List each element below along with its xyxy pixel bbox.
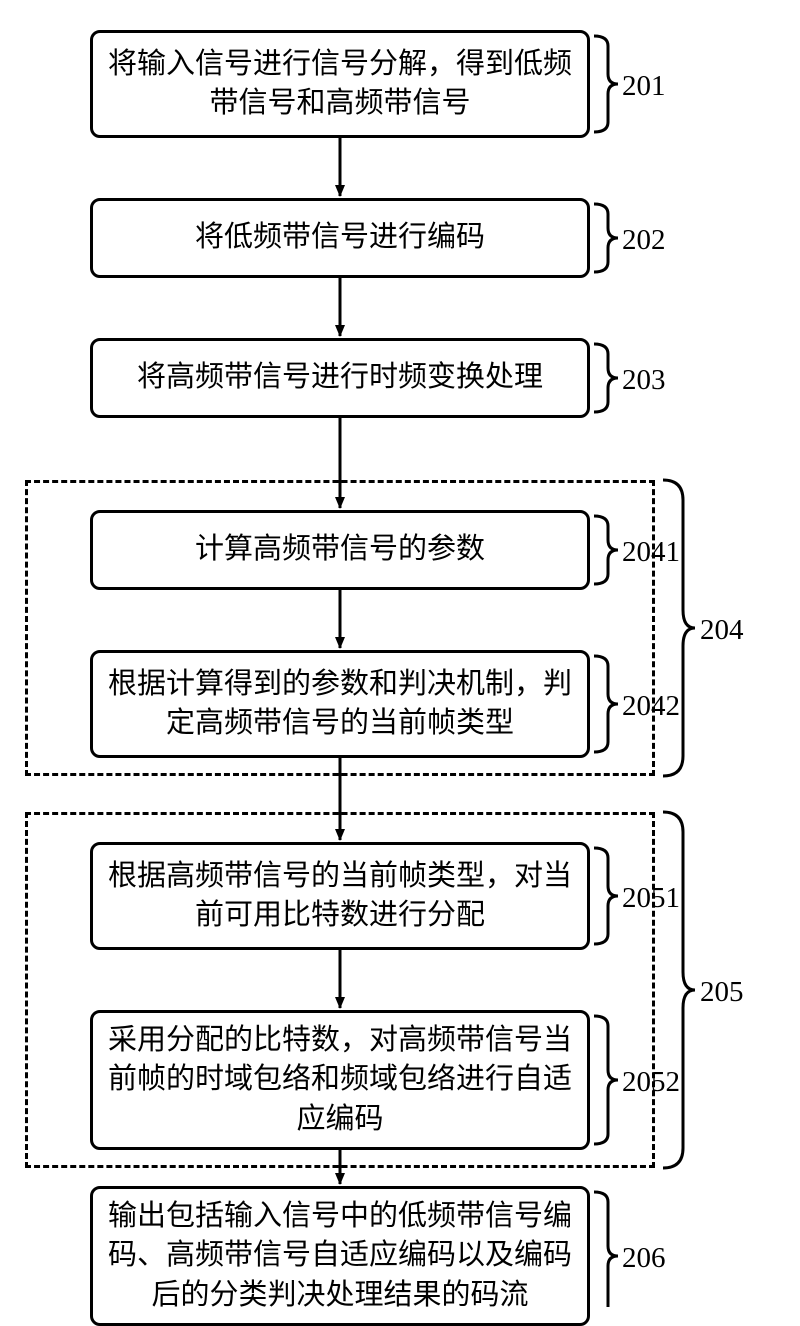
group-label-g204: 204 xyxy=(700,614,744,647)
node-brace-n202 xyxy=(594,204,618,272)
node-label-n203: 203 xyxy=(622,364,666,397)
flowchart-canvas: 204 205 将输入信号进行信号分解，得到低频带信号和高频带信号 201 将低频带信号… xyxy=(0,0,800,1307)
flowchart-node-n2051: 根据高频带信号的当前帧类型，对当前可用比特数进行分配 xyxy=(90,842,590,950)
node-label-n2052: 2052 xyxy=(622,1066,680,1099)
group-label-g205: 205 xyxy=(700,976,744,1009)
node-brace-n206 xyxy=(594,1192,618,1307)
flowchart-node-n203: 将高频带信号进行时频变换处理 xyxy=(90,338,590,418)
group-brace-g205 xyxy=(663,812,695,1168)
flowchart-node-n2042: 根据计算得到的参数和判决机制，判定高频带信号的当前帧类型 xyxy=(90,650,590,758)
node-label-n2042: 2042 xyxy=(622,690,680,723)
node-label-n2051: 2051 xyxy=(622,882,680,915)
flowchart-node-n206: 输出包括输入信号中的低频带信号编码、高频带信号自适应编码以及编码后的分类判决处理… xyxy=(90,1186,590,1326)
flowchart-node-n2052: 采用分配的比特数，对高频带信号当前帧的时域包络和频域包络进行自适应编码 xyxy=(90,1010,590,1150)
node-text: 输出包括输入信号中的低频带信号编码、高频带信号自适应编码以及编码后的分类判决处理… xyxy=(107,1197,573,1314)
node-brace-n203 xyxy=(594,344,618,412)
node-text: 将低频带信号进行编码 xyxy=(195,218,485,257)
node-label-n206: 206 xyxy=(622,1242,666,1275)
node-text: 根据高频带信号的当前帧类型，对当前可用比特数进行分配 xyxy=(107,857,573,935)
group-brace-g204 xyxy=(663,480,695,776)
flowchart-node-n201: 将输入信号进行信号分解，得到低频带信号和高频带信号 xyxy=(90,30,590,138)
node-brace-n201 xyxy=(594,36,618,132)
flowchart-node-n202: 将低频带信号进行编码 xyxy=(90,198,590,278)
node-label-n201: 201 xyxy=(622,70,666,103)
node-label-n202: 202 xyxy=(622,224,666,257)
node-text: 将高频带信号进行时频变换处理 xyxy=(137,358,543,397)
node-text: 根据计算得到的参数和判决机制，判定高频带信号的当前帧类型 xyxy=(107,665,573,743)
node-text: 采用分配的比特数，对高频带信号当前帧的时域包络和频域包络进行自适应编码 xyxy=(107,1021,573,1138)
node-label-n2041: 2041 xyxy=(622,536,680,569)
node-text: 计算高频带信号的参数 xyxy=(195,530,485,569)
flowchart-node-n2041: 计算高频带信号的参数 xyxy=(90,510,590,590)
node-text: 将输入信号进行信号分解，得到低频带信号和高频带信号 xyxy=(107,45,573,123)
